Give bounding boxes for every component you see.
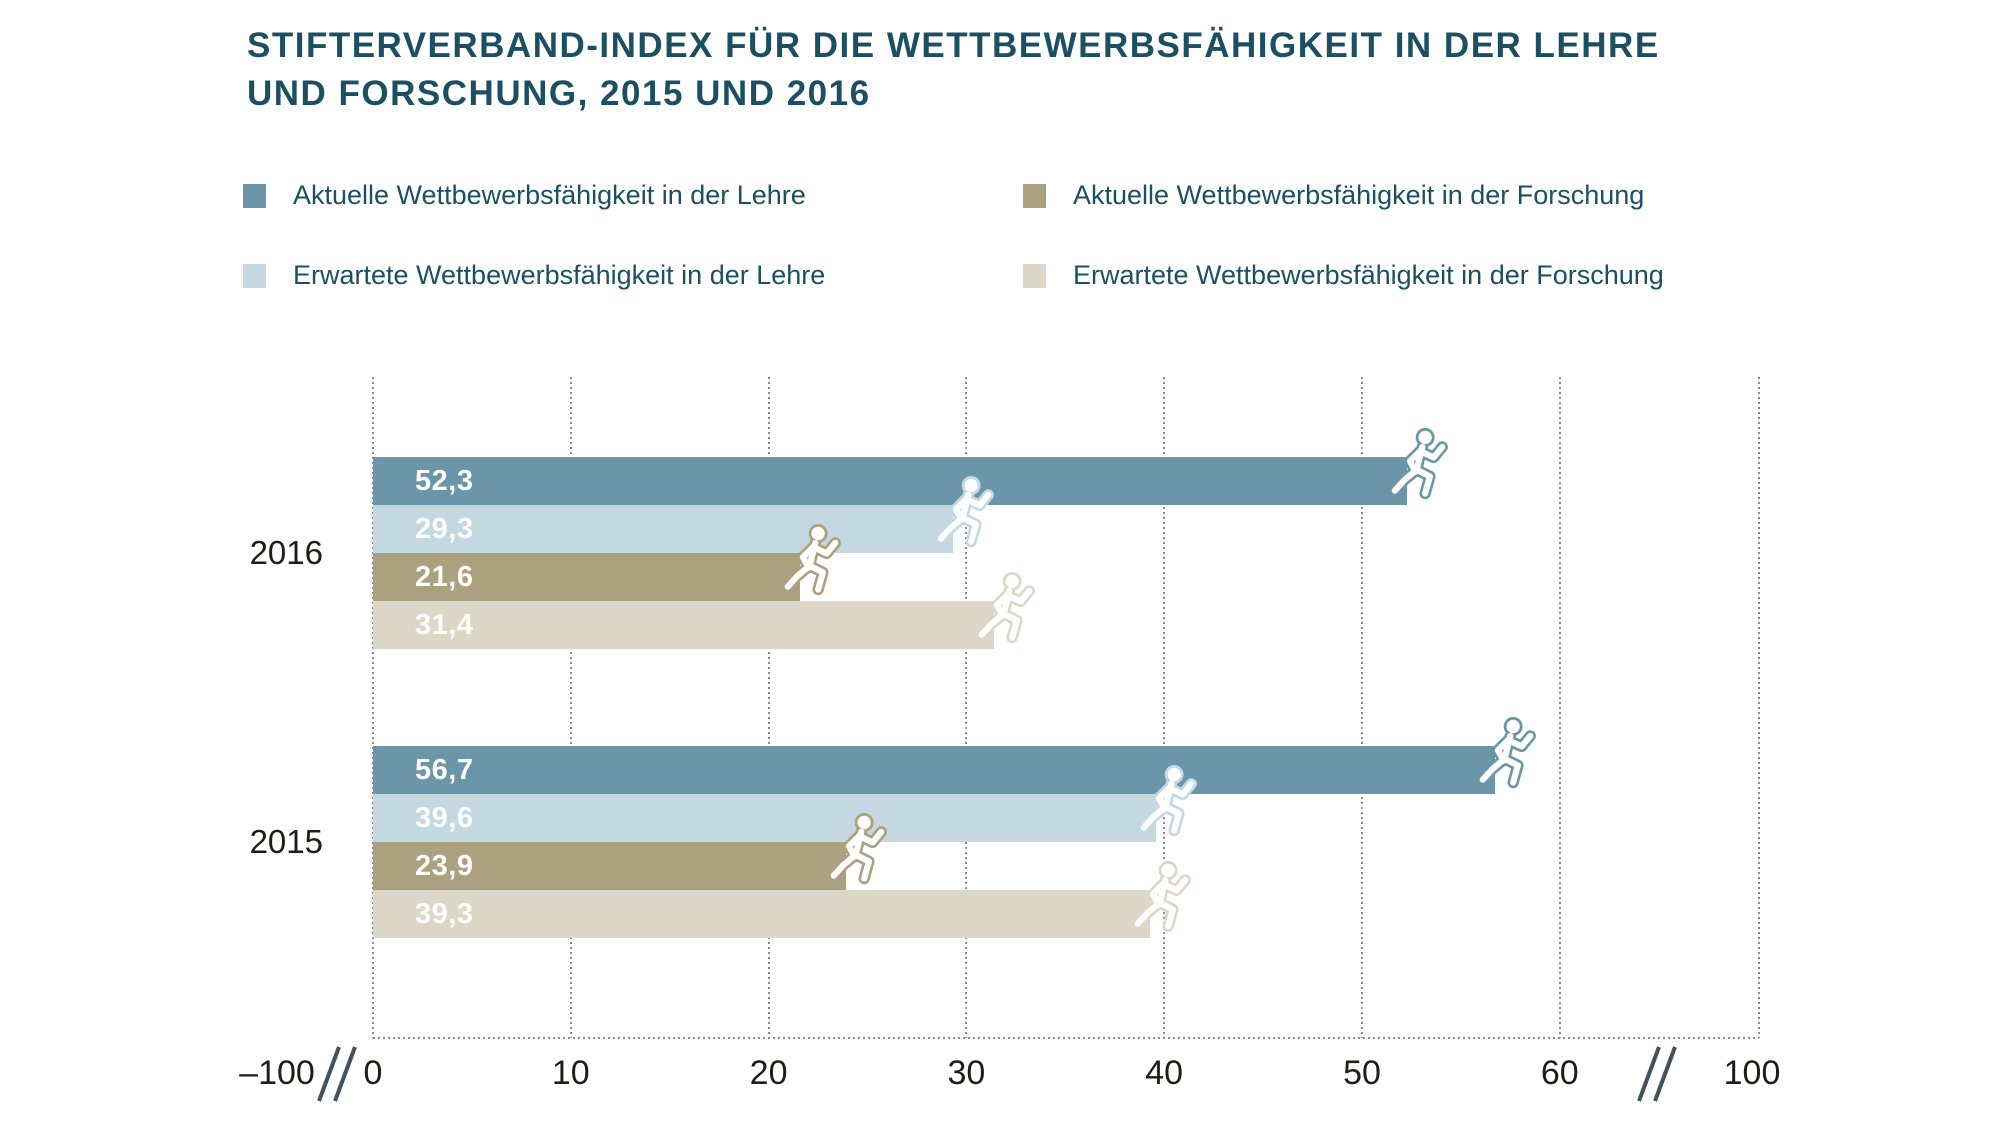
bar-aktuell-lehre-2015: 56,7 [373, 746, 1495, 794]
bar-erwartet-lehre-2016: 29,3 [373, 505, 953, 553]
runner-icon [1476, 716, 1536, 789]
category-label-2015: 2015 [249, 823, 323, 860]
axis-tick-label: –100 [239, 1054, 315, 1092]
gridline [1361, 377, 1363, 1038]
legend-swatch-erwartet-lehre [243, 263, 266, 288]
runner-icon [827, 812, 887, 885]
bar-value-label: 23,9 [415, 850, 474, 882]
bar-value-label: 52,3 [415, 465, 474, 497]
axis-tick-label: 30 [947, 1054, 986, 1092]
bar-value-label: 31,4 [415, 609, 474, 641]
runner-icon [782, 523, 842, 596]
axis-tick-label: 100 [1723, 1054, 1781, 1092]
bar-aktuell-forschung-2015: 23,9 [373, 842, 846, 890]
bar-aktuell-lehre-2016: 52,3 [373, 457, 1408, 505]
legend: Aktuelle Wettbewerbsfähigkeit in der Leh… [243, 180, 1803, 291]
bar-value-label: 56,7 [415, 754, 474, 786]
bar-erwartet-forschung-2015: 39,3 [373, 890, 1151, 938]
runner-icon [976, 571, 1036, 644]
axis-tick-label: 0 [363, 1054, 383, 1092]
legend-swatch-aktuell-forschung [1023, 183, 1046, 208]
bar-value-label: 29,3 [415, 513, 474, 545]
legend-label-aktuell-lehre: Aktuelle Wettbewerbsfähigkeit in der Leh… [293, 180, 806, 210]
axis-break-icon [317, 1046, 357, 1102]
bar-value-label: 39,6 [415, 802, 474, 834]
legend-item-aktuell-lehre: Aktuelle Wettbewerbsfähigkeit in der Leh… [243, 180, 1023, 211]
legend-label-aktuell-forschung: Aktuelle Wettbewerbsfähigkeit in der For… [1073, 180, 1645, 210]
legend-swatch-erwartet-forschung [1023, 263, 1046, 288]
chart-title: STIFTERVERBAND-INDEX FÜR DIE WETTBEWERBS… [247, 22, 1660, 118]
legend-swatch-aktuell-lehre [243, 183, 266, 208]
axis-tick-label: 20 [749, 1054, 788, 1092]
chart-title-line2: UND FORSCHUNG, 2015 UND 2016 [247, 74, 871, 113]
legend-item-aktuell-forschung: Aktuelle Wettbewerbsfähigkeit in der For… [1023, 180, 1803, 211]
axis-baseline [373, 1037, 1759, 1039]
runner-icon [1138, 764, 1198, 837]
axis-tick-label: 60 [1540, 1054, 1579, 1092]
gridline [1558, 377, 1561, 1038]
chart-title-line1: STIFTERVERBAND-INDEX FÜR DIE WETTBEWERBS… [247, 26, 1660, 65]
gridline [569, 377, 572, 1038]
runner-icon [1389, 427, 1449, 500]
category-label-2016: 2016 [249, 534, 323, 571]
gridline [1758, 377, 1760, 1038]
gridline [767, 377, 770, 1038]
bar-value-label: 21,6 [415, 561, 474, 593]
runner-icon [934, 475, 994, 548]
legend-label-erwartet-forschung: Erwartete Wettbewerbsfähigkeit in der Fo… [1073, 260, 1664, 290]
bar-erwartet-forschung-2016: 31,4 [373, 601, 995, 649]
legend-item-erwartet-forschung: Erwartete Wettbewerbsfähigkeit in der Fo… [1023, 260, 1803, 291]
gridline [372, 377, 374, 1038]
bar-erwartet-lehre-2015: 39,6 [373, 794, 1157, 842]
legend-label-erwartet-lehre: Erwartete Wettbewerbsfähigkeit in der Le… [293, 260, 826, 290]
legend-item-erwartet-lehre: Erwartete Wettbewerbsfähigkeit in der Le… [243, 260, 1023, 291]
axis-tick-label: 50 [1343, 1054, 1381, 1092]
bar-value-label: 39,3 [415, 898, 474, 930]
gridline [1163, 377, 1166, 1038]
axis-break-icon [1637, 1046, 1677, 1102]
runner-icon [1132, 860, 1192, 933]
axis-tick-label: 40 [1145, 1054, 1184, 1092]
bar-aktuell-forschung-2016: 21,6 [373, 553, 801, 601]
gridline [965, 377, 968, 1038]
axis-tick-label: 10 [551, 1054, 590, 1092]
